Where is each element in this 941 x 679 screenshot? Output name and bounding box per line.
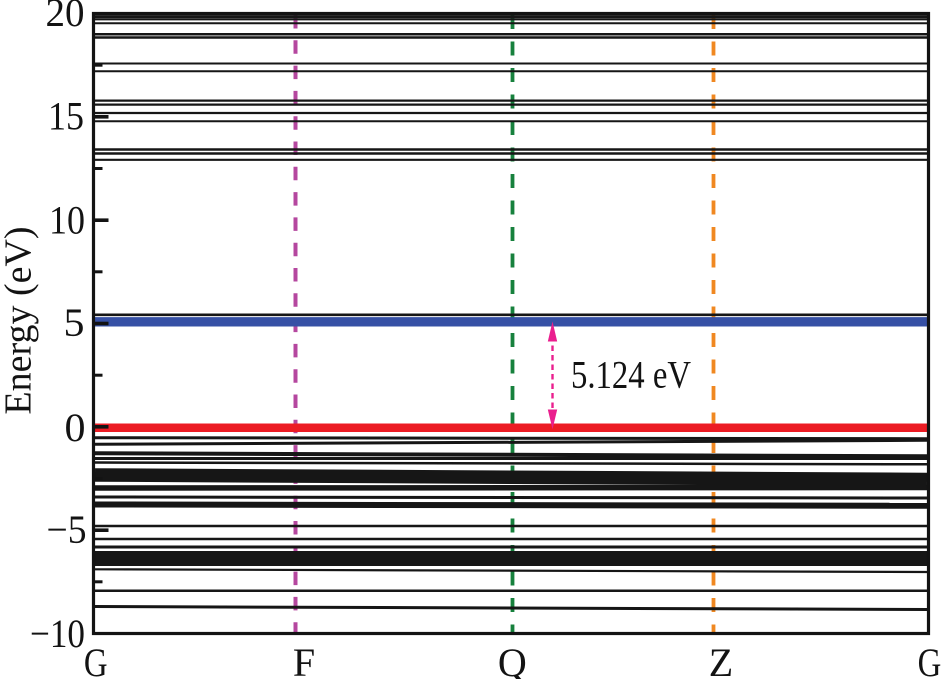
svg-text:G: G bbox=[918, 640, 941, 679]
svg-text:10: 10 bbox=[49, 198, 85, 243]
svg-text:5.124 eV: 5.124 eV bbox=[571, 354, 691, 397]
svg-text:Energy (eV): Energy (eV) bbox=[0, 226, 40, 414]
svg-text:20: 20 bbox=[46, 0, 85, 35]
svg-text:F: F bbox=[293, 640, 315, 679]
svg-text:G: G bbox=[84, 640, 108, 679]
svg-text:Z: Z bbox=[709, 640, 733, 679]
svg-text:−10: −10 bbox=[30, 611, 85, 656]
svg-text:15: 15 bbox=[48, 94, 84, 139]
svg-text:0: 0 bbox=[65, 405, 86, 450]
svg-text:−5: −5 bbox=[47, 507, 87, 552]
svg-text:Q: Q bbox=[498, 640, 527, 679]
svg-text:5: 5 bbox=[64, 300, 85, 345]
